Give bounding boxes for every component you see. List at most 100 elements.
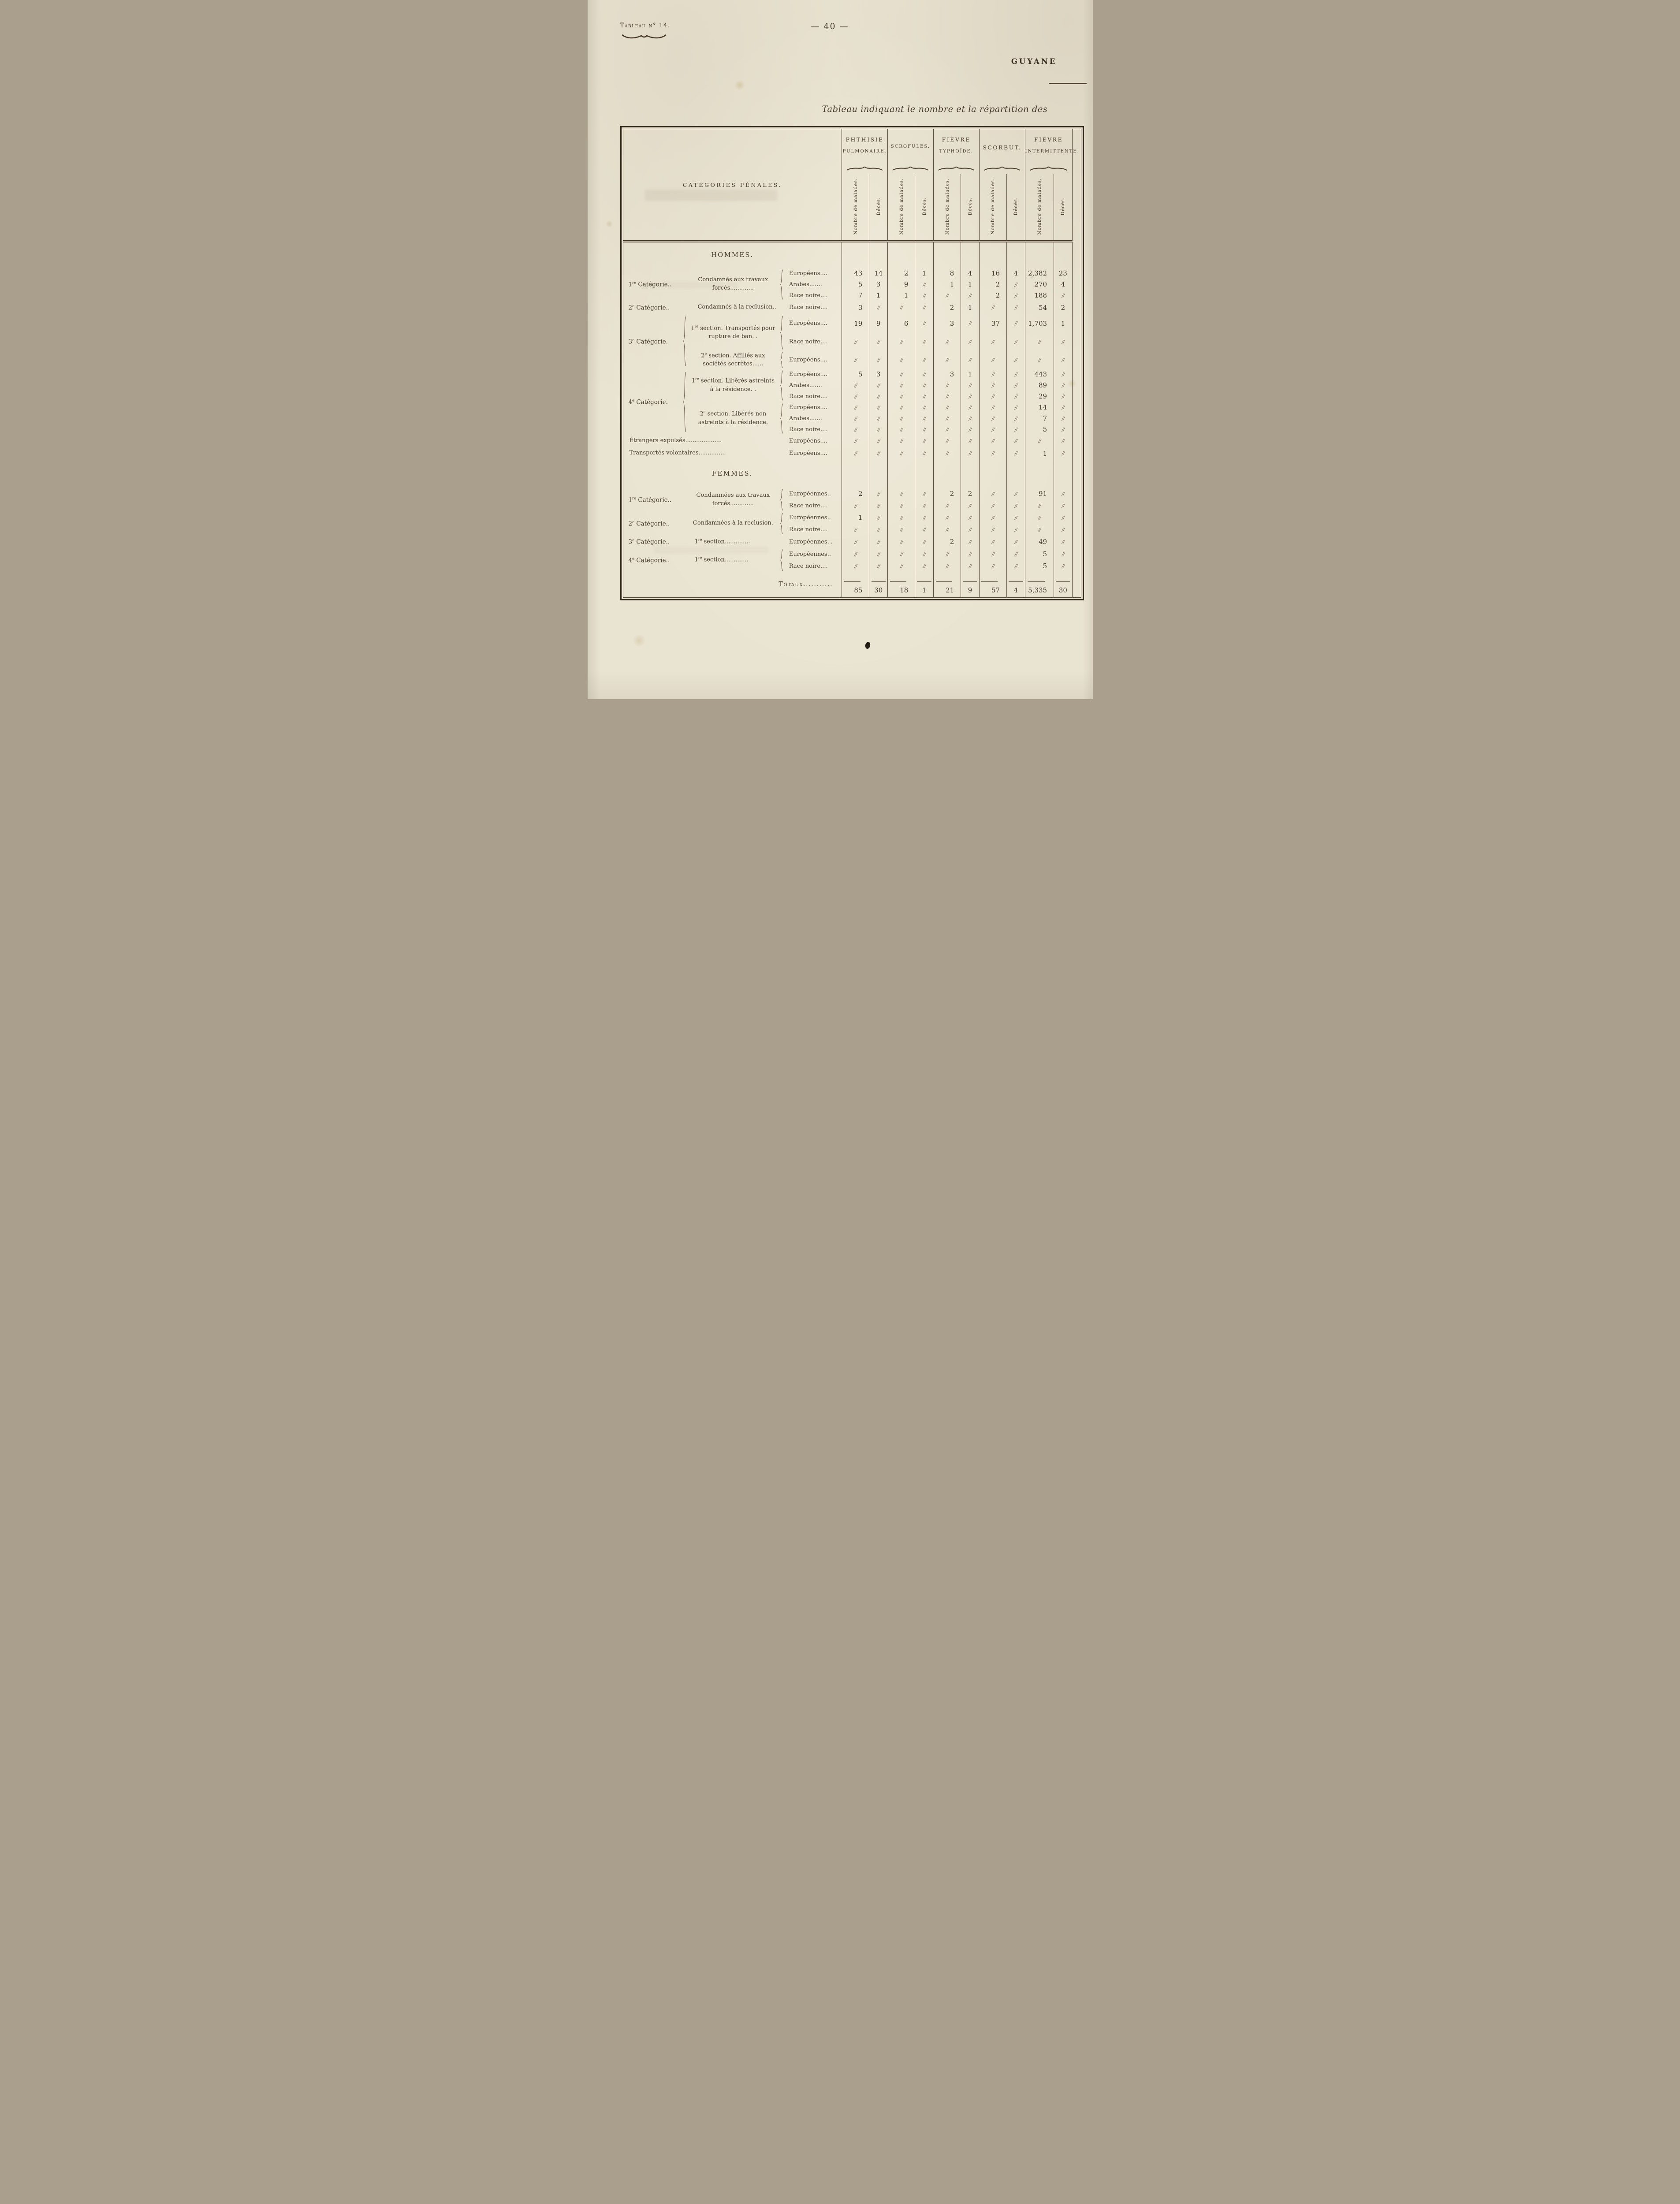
table-row: 2e Catégorie.. Condamnés à la reclusion..… (623, 301, 1081, 314)
value-cell: 4 (1054, 279, 1073, 290)
category-brace (681, 369, 689, 435)
value-cell: 19 (842, 314, 869, 333)
value-cell: // (887, 560, 915, 572)
value-cell: // (915, 511, 934, 524)
value-cell: 1 (915, 268, 934, 279)
empty-margin-cell (1072, 351, 1081, 369)
value-cell: // (869, 402, 888, 413)
value-cell: // (1024, 499, 1054, 512)
value-cell: // (979, 447, 1007, 460)
value-cell (887, 459, 915, 488)
value-cell: // (961, 332, 980, 351)
description-cell: Condamnées à la reclusion. (693, 520, 773, 527)
description-cell: 2e section. Libérés non astreints à la r… (698, 410, 768, 426)
value-cell: // (1024, 511, 1054, 524)
value-cell (933, 459, 961, 488)
deces-column-header: Décès. (915, 174, 934, 242)
value-cell: // (1054, 535, 1073, 548)
race-brace (778, 548, 786, 572)
value-cell: 23 (1054, 268, 1073, 279)
table-row: HOMMES. (623, 241, 1081, 268)
value-cell: // (869, 447, 888, 460)
value-cell: 1 (933, 279, 961, 290)
value-cell: 443 (1024, 369, 1054, 380)
table-row: 2e section. Affiliés aux sociétés secrèt… (623, 351, 1081, 369)
category-cell: 3e Catégorie. (628, 337, 668, 346)
value-cell: 2 (979, 279, 1007, 290)
description-cell: 1re section. Libérés astreints à la rési… (691, 377, 775, 393)
value-cell: // (887, 380, 915, 391)
race-cell: Race noire.... (789, 502, 828, 509)
value-cell: // (842, 402, 869, 413)
value-cell: 4 (961, 268, 980, 279)
section-header: HOMMES. (711, 251, 754, 259)
empty-margin-cell (1072, 447, 1081, 460)
value-cell: // (887, 548, 915, 560)
value-cell: 43 (842, 268, 869, 279)
section-header: FEMMES. (712, 470, 753, 477)
value-cell: // (979, 332, 1007, 351)
disease-header: SCORBUT. (979, 129, 1025, 174)
value-cell: 21 (933, 572, 961, 598)
disease-name-line2: PULMONAIRE. (842, 149, 887, 154)
value-cell: // (887, 332, 915, 351)
value-cell: // (979, 391, 1007, 402)
race-cell: Européennes.. (789, 514, 831, 521)
value-cell: 1,703 (1024, 314, 1054, 333)
race-brace (778, 268, 786, 301)
value-cell: // (979, 413, 1007, 424)
value-cell: 1 (1054, 314, 1073, 333)
value-cell: // (979, 301, 1007, 314)
value-cell: 2 (933, 301, 961, 314)
value-cell: // (1006, 535, 1025, 548)
value-cell: // (961, 523, 980, 536)
value-cell: // (961, 290, 980, 301)
value-cell: // (1006, 332, 1025, 351)
value-cell: // (979, 488, 1007, 500)
value-cell: 5 (1024, 560, 1054, 572)
empty-margin-cell (1072, 301, 1081, 314)
value-cell: 9 (887, 279, 915, 290)
table-row: Race noire....////////////////5// (623, 560, 1081, 572)
value-cell: // (1024, 523, 1054, 536)
empty-margin-cell (1072, 241, 1081, 268)
value-cell: // (887, 391, 915, 402)
value-cell: // (869, 301, 888, 314)
disease-header: SCROFULES. (887, 129, 934, 174)
value-cell: 5 (1024, 424, 1054, 435)
value-cell: // (961, 380, 980, 391)
value-cell: // (961, 413, 980, 424)
value-cell: // (933, 391, 961, 402)
value-cell (1024, 459, 1054, 488)
value-cell: 3 (933, 369, 961, 380)
value-cell: // (887, 301, 915, 314)
table-row: Race noire....//////////////////// (623, 332, 1081, 351)
value-cell (961, 459, 980, 488)
value-cell: // (961, 314, 980, 333)
value-cell: // (915, 301, 934, 314)
value-cell: // (869, 499, 888, 512)
value-cell: 1 (961, 369, 980, 380)
region-title: GUYANE (1011, 57, 1057, 66)
empty-margin-cell (1072, 511, 1081, 524)
value-cell: 7 (842, 290, 869, 301)
table-row: 4e Catégorie. 1re section. Libérés astrei… (623, 369, 1081, 432)
empty-margin-cell (1072, 279, 1081, 290)
empty-margin-cell (1072, 572, 1081, 598)
value-cell: 2 (933, 535, 961, 548)
race-brace (778, 512, 786, 536)
categories-header: CATÉGORIES PÉNALES. (623, 129, 842, 242)
value-cell: 3 (869, 279, 888, 290)
value-cell: // (1054, 332, 1073, 351)
value-cell: // (869, 511, 888, 524)
race-cell: Européens.... (789, 404, 828, 411)
value-cell: 4 (1006, 268, 1025, 279)
value-cell (1054, 459, 1073, 488)
value-cell (979, 459, 1007, 488)
value-cell: 1 (869, 290, 888, 301)
value-cell: 30 (869, 572, 888, 598)
value-cell: // (961, 548, 980, 560)
empty-margin-cell (1072, 424, 1081, 435)
empty-margin-cell (1072, 548, 1081, 560)
value-cell: // (887, 447, 915, 460)
